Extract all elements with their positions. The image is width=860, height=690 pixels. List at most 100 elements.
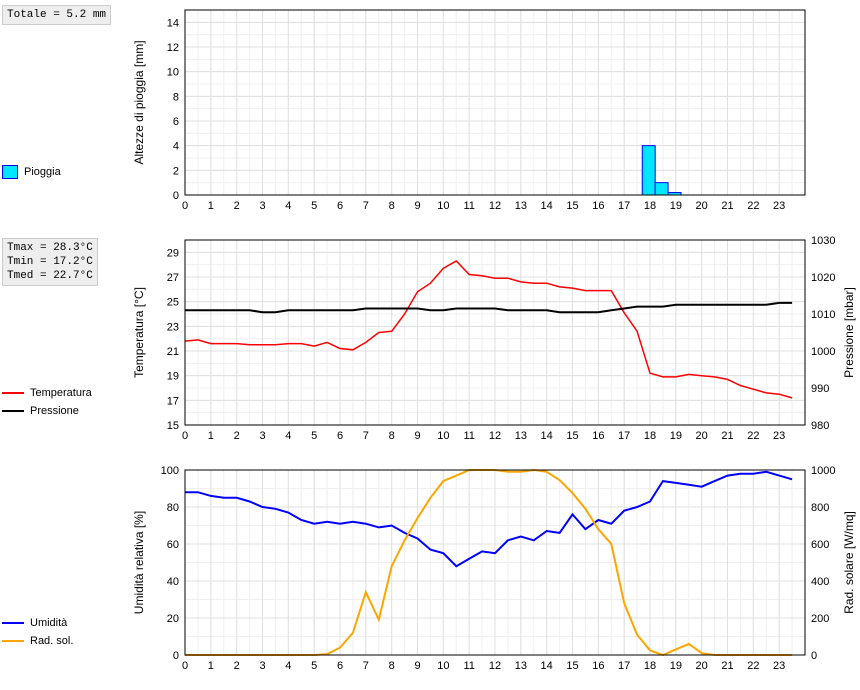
svg-text:27: 27 bbox=[167, 272, 179, 284]
rain-bar bbox=[655, 183, 668, 195]
svg-text:17: 17 bbox=[618, 430, 630, 442]
svg-text:0: 0 bbox=[811, 650, 817, 662]
svg-text:990: 990 bbox=[811, 383, 829, 395]
svg-text:22: 22 bbox=[747, 430, 759, 442]
svg-text:1: 1 bbox=[208, 200, 214, 212]
svg-text:1: 1 bbox=[208, 660, 214, 672]
svg-text:2: 2 bbox=[234, 200, 240, 212]
svg-text:29: 29 bbox=[167, 247, 179, 259]
rain-swatch-icon bbox=[2, 165, 18, 179]
svg-text:9: 9 bbox=[414, 430, 420, 442]
legend-label: Rad. sol. bbox=[30, 635, 73, 647]
svg-text:20: 20 bbox=[696, 660, 708, 672]
svg-text:4: 4 bbox=[285, 430, 291, 442]
svg-text:14: 14 bbox=[541, 660, 553, 672]
series-pressione bbox=[185, 303, 792, 312]
svg-text:10: 10 bbox=[437, 200, 449, 212]
legend-umidità: Umidità bbox=[2, 617, 67, 629]
svg-text:23: 23 bbox=[773, 660, 785, 672]
rain-bar bbox=[642, 146, 655, 195]
svg-text:6: 6 bbox=[337, 430, 343, 442]
svg-text:Rad. solare [W/mq]: Rad. solare [W/mq] bbox=[842, 511, 856, 614]
svg-text:15: 15 bbox=[566, 430, 578, 442]
svg-text:0: 0 bbox=[182, 430, 188, 442]
svg-text:14: 14 bbox=[167, 17, 179, 29]
svg-text:15: 15 bbox=[566, 200, 578, 212]
svg-text:19: 19 bbox=[670, 430, 682, 442]
svg-text:40: 40 bbox=[167, 576, 179, 588]
svg-text:0: 0 bbox=[173, 190, 179, 202]
svg-text:22: 22 bbox=[747, 200, 759, 212]
svg-text:200: 200 bbox=[811, 613, 829, 625]
chart-column: 0123456789101112131415161718192021222302… bbox=[125, 0, 860, 690]
svg-text:1010: 1010 bbox=[811, 309, 835, 321]
svg-text:23: 23 bbox=[773, 200, 785, 212]
legend-pressione: Pressione bbox=[2, 405, 79, 417]
svg-text:1000: 1000 bbox=[811, 465, 835, 477]
svg-text:17: 17 bbox=[618, 200, 630, 212]
svg-text:1030: 1030 bbox=[811, 235, 835, 247]
chart-panel-2: 0123456789101112131415161718192021222315… bbox=[125, 235, 860, 451]
temp-stats-box: Tmax = 28.3°C Tmin = 17.2°C Tmed = 22.7°… bbox=[2, 238, 98, 286]
svg-text:11: 11 bbox=[463, 660, 474, 672]
svg-text:5: 5 bbox=[311, 200, 317, 212]
svg-text:18: 18 bbox=[644, 660, 656, 672]
svg-text:20: 20 bbox=[696, 430, 708, 442]
rain-total-box: Totale = 5.2 mm bbox=[2, 5, 111, 25]
svg-text:12: 12 bbox=[489, 660, 501, 672]
svg-text:3: 3 bbox=[259, 430, 265, 442]
svg-text:8: 8 bbox=[389, 200, 395, 212]
svg-text:100: 100 bbox=[161, 465, 179, 477]
chart-panel-3: 0123456789101112131415161718192021222302… bbox=[125, 465, 860, 681]
svg-text:0: 0 bbox=[173, 650, 179, 662]
svg-text:23: 23 bbox=[773, 430, 785, 442]
svg-text:13: 13 bbox=[515, 430, 527, 442]
svg-text:Pressione [mbar]: Pressione [mbar] bbox=[842, 287, 856, 378]
svg-text:60: 60 bbox=[167, 539, 179, 551]
svg-text:13: 13 bbox=[515, 660, 527, 672]
svg-text:14: 14 bbox=[541, 430, 553, 442]
svg-text:19: 19 bbox=[167, 371, 179, 383]
svg-text:17: 17 bbox=[167, 395, 179, 407]
svg-text:Temperatura [°C]: Temperatura [°C] bbox=[132, 287, 146, 378]
svg-text:15: 15 bbox=[566, 660, 578, 672]
series-umidita bbox=[185, 472, 792, 566]
svg-text:22: 22 bbox=[747, 660, 759, 672]
svg-text:2: 2 bbox=[173, 165, 179, 177]
svg-text:16: 16 bbox=[592, 660, 604, 672]
svg-text:21: 21 bbox=[721, 200, 733, 212]
line-swatch-icon bbox=[2, 392, 24, 394]
svg-text:7: 7 bbox=[363, 200, 369, 212]
svg-text:14: 14 bbox=[541, 200, 553, 212]
svg-text:21: 21 bbox=[721, 430, 733, 442]
legend-temperatura: Temperatura bbox=[2, 387, 92, 399]
svg-text:12: 12 bbox=[489, 430, 501, 442]
svg-text:2: 2 bbox=[234, 430, 240, 442]
svg-text:19: 19 bbox=[670, 660, 682, 672]
svg-text:5: 5 bbox=[311, 430, 317, 442]
line-swatch-icon bbox=[2, 640, 24, 642]
svg-text:6: 6 bbox=[337, 200, 343, 212]
svg-text:10: 10 bbox=[437, 430, 449, 442]
svg-text:19: 19 bbox=[670, 200, 682, 212]
svg-text:20: 20 bbox=[696, 200, 708, 212]
series-temperatura bbox=[185, 261, 792, 398]
svg-text:0: 0 bbox=[182, 660, 188, 672]
svg-text:10: 10 bbox=[437, 660, 449, 672]
svg-text:Umidità relativa [%]: Umidità relativa [%] bbox=[132, 511, 146, 614]
svg-text:1: 1 bbox=[208, 430, 214, 442]
svg-text:11: 11 bbox=[463, 430, 474, 442]
svg-text:21: 21 bbox=[721, 660, 733, 672]
svg-text:18: 18 bbox=[644, 430, 656, 442]
legend-radsol: Rad. sol. bbox=[2, 635, 73, 647]
svg-text:13: 13 bbox=[515, 200, 527, 212]
svg-text:3: 3 bbox=[259, 660, 265, 672]
legend-label: Umidità bbox=[30, 617, 67, 629]
svg-text:80: 80 bbox=[167, 502, 179, 514]
svg-text:21: 21 bbox=[167, 346, 179, 358]
svg-text:8: 8 bbox=[173, 91, 179, 103]
svg-text:25: 25 bbox=[167, 297, 179, 309]
svg-text:10: 10 bbox=[167, 67, 179, 79]
svg-text:3: 3 bbox=[259, 200, 265, 212]
svg-text:5: 5 bbox=[311, 660, 317, 672]
